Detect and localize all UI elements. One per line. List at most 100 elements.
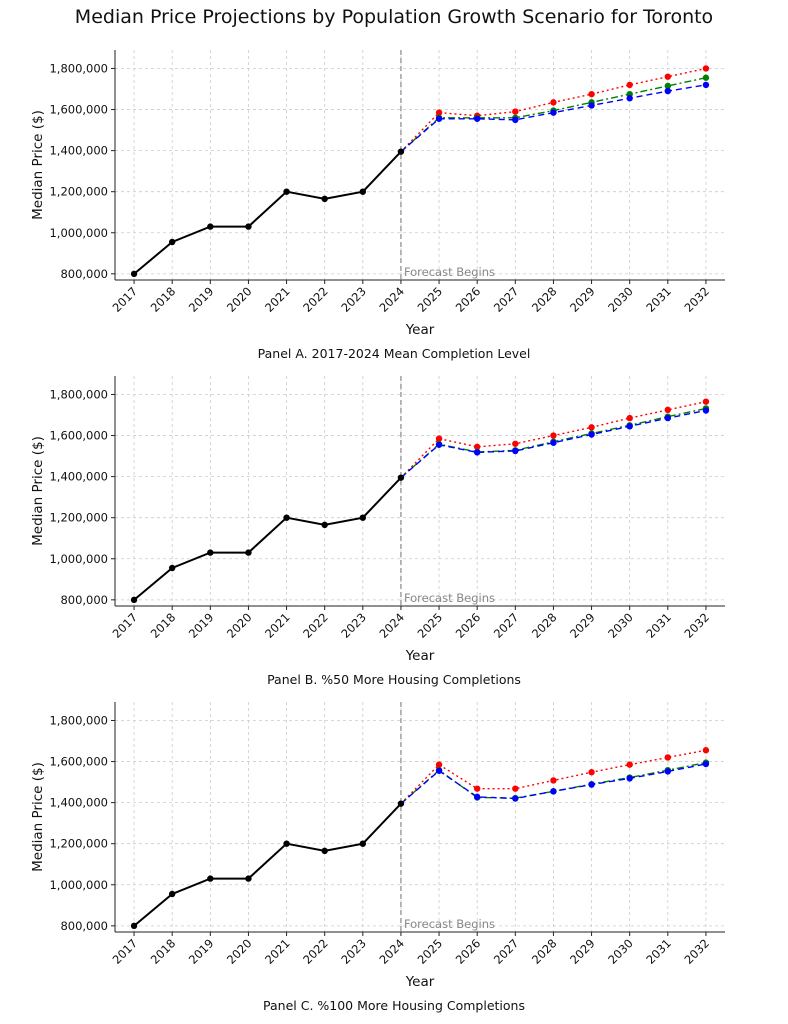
grid — [115, 376, 725, 606]
y-axis-label: Median Price ($) — [30, 110, 46, 220]
data-point-low — [588, 781, 595, 788]
data-point-high — [435, 435, 443, 442]
x-tick-label: 2017 — [110, 610, 141, 641]
data-point-historical — [207, 223, 214, 230]
y-tick-label: 1,600,000 — [49, 103, 108, 117]
forecast-annotation: Forecast Begins — [404, 591, 495, 605]
y-tick-label: 800,000 — [60, 919, 108, 933]
forecast-annotation: Forecast Begins — [404, 917, 495, 931]
x-tick-label: 2031 — [643, 284, 674, 315]
data-point-historical — [283, 514, 290, 521]
x-tick-label: 2031 — [643, 936, 674, 967]
data-point-high — [550, 99, 557, 106]
data-point-high — [626, 761, 633, 768]
data-point-high — [435, 761, 443, 768]
data-point-historical — [283, 188, 290, 195]
x-tick-label: 2028 — [529, 284, 560, 315]
x-tick-label: 2019 — [186, 284, 217, 315]
y-tick-label: 1,000,000 — [49, 878, 108, 892]
data-point-low — [473, 449, 481, 456]
data-point-low — [550, 439, 557, 446]
data-point-high — [512, 440, 519, 447]
x-tick-label: 2017 — [110, 284, 141, 315]
data-point-low — [473, 115, 481, 122]
panel-b: 800,000 1,000,000 1,200,000 1,400,000 1,600,… — [0, 370, 788, 696]
series-line-low — [400, 409, 707, 479]
grid — [115, 702, 725, 932]
x-tick-label: 2029 — [567, 284, 598, 315]
series-line-historical — [133, 476, 402, 601]
data-point-high — [702, 747, 710, 754]
panel-c: 800,000 1,000,000 1,200,000 1,400,000 1,600,… — [0, 696, 788, 1022]
data-point-low — [473, 793, 481, 801]
x-tick-label: 2028 — [529, 610, 560, 641]
y-tick-label: 1,400,000 — [49, 144, 108, 158]
x-tick-label: 2025 — [415, 936, 446, 967]
series-historical — [130, 800, 405, 930]
x-axis-label: Year — [405, 974, 435, 990]
y-tick-label: 800,000 — [60, 267, 108, 281]
x-tick-label: 2022 — [300, 936, 331, 967]
x-tick-label: 2019 — [186, 610, 217, 641]
data-point-low — [588, 431, 595, 438]
x-tick-label: 2029 — [567, 610, 598, 641]
series-high — [400, 398, 710, 479]
x-tick-label: 2026 — [453, 936, 484, 967]
series-line-historical — [133, 150, 402, 275]
data-point-low — [626, 775, 633, 782]
y-tick-label: 1,400,000 — [49, 470, 108, 484]
x-tick-label: 2018 — [148, 936, 179, 967]
x-tick-label: 2018 — [148, 284, 179, 315]
series-low — [400, 760, 710, 805]
y-axis-label: Median Price ($) — [30, 436, 46, 546]
data-point-low — [702, 407, 710, 414]
x-tick-label: 2019 — [186, 936, 217, 967]
data-point-low — [512, 795, 519, 802]
panel-a-caption: Panel A. 2017-2024 Mean Completion Level — [257, 346, 531, 361]
y-tick-label: 1,000,000 — [49, 226, 108, 240]
x-tick-label: 2027 — [491, 284, 522, 315]
data-point-high — [702, 65, 710, 72]
data-point-historical — [321, 847, 328, 855]
series-historical — [130, 148, 405, 278]
x-tick-label: 2023 — [338, 284, 369, 315]
x-tick-label: 2024 — [376, 610, 407, 641]
y-tick-label: 1,000,000 — [49, 552, 108, 566]
x-tick-label: 2025 — [415, 284, 446, 315]
data-point-low — [435, 441, 443, 448]
data-point-high — [512, 108, 519, 115]
data-point-high — [664, 73, 672, 80]
data-point-high — [512, 785, 519, 792]
y-tick-label: 1,400,000 — [49, 796, 108, 810]
x-tick-label: 2030 — [605, 284, 636, 315]
data-point-high — [626, 81, 633, 89]
data-point-high — [588, 90, 595, 98]
forecast-annotation: Forecast Begins — [404, 265, 495, 279]
y-tick-label: 1,800,000 — [49, 713, 108, 727]
x-tick-label: 2022 — [300, 610, 331, 641]
data-point-high — [702, 398, 710, 405]
data-point-low — [435, 767, 443, 774]
data-point-historical — [321, 195, 328, 203]
x-tick-label: 2031 — [643, 610, 674, 641]
data-point-historical — [245, 875, 252, 882]
data-point-historical — [321, 521, 328, 529]
x-tick-label: 2026 — [453, 610, 484, 641]
data-point-historical — [207, 549, 214, 556]
x-tick-label: 2030 — [605, 936, 636, 967]
y-tick-label: 1,600,000 — [49, 755, 108, 769]
data-point-low — [550, 109, 557, 116]
data-point-high — [435, 109, 443, 116]
data-point-high — [588, 769, 595, 776]
y-tick-label: 800,000 — [60, 593, 108, 607]
data-point-historical — [245, 223, 252, 230]
x-tick-label: 2018 — [148, 610, 179, 641]
x-tick-label: 2020 — [224, 610, 255, 641]
data-point-low — [550, 788, 557, 795]
x-tick-label: 2028 — [529, 936, 560, 967]
panel-c-caption: Panel C. %100 More Housing Completions — [263, 998, 525, 1013]
x-tick-label: 2027 — [491, 936, 522, 967]
x-axis-label: Year — [405, 322, 435, 338]
data-point-historical — [207, 875, 214, 882]
x-tick-label: 2017 — [110, 936, 141, 967]
